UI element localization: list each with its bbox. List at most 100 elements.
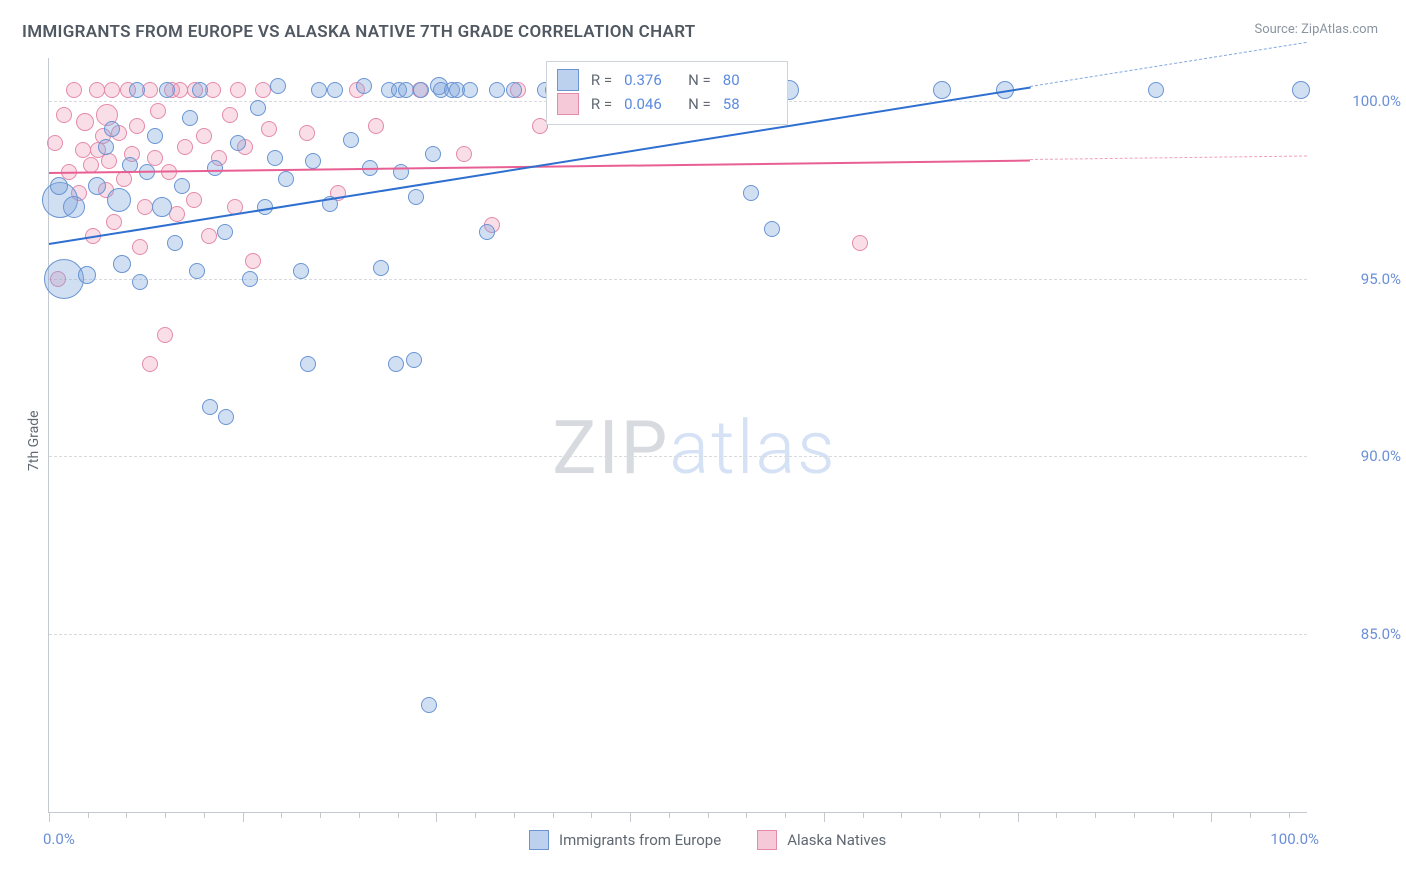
scatter-point-europe (479, 224, 495, 240)
scatter-point-alaska (106, 214, 122, 230)
scatter-point-alaska (116, 171, 132, 187)
scatter-point-europe (1292, 81, 1310, 99)
scatter-point-europe (293, 263, 309, 279)
legend-swatch-alaska (757, 830, 777, 850)
correlation-legend-row-alaska: R =0.046N =58 (557, 92, 775, 116)
r-label: R = (591, 95, 612, 113)
scatter-point-europe (393, 164, 409, 180)
series-legend-label-europe: Immigrants from Europe (559, 831, 721, 849)
scatter-point-europe (152, 197, 172, 217)
scatter-point-alaska (150, 103, 166, 119)
scatter-point-alaska (129, 118, 145, 134)
scatter-point-europe (388, 356, 404, 372)
scatter-point-europe (192, 82, 208, 98)
scatter-point-europe (230, 135, 246, 151)
x-tick-major (1211, 812, 1212, 822)
scatter-point-alaska (261, 121, 277, 137)
x-tick-minor (359, 812, 360, 818)
chart-title: IMMIGRANTS FROM EUROPE VS ALASKA NATIVE … (22, 22, 696, 42)
r-label: R = (591, 71, 612, 89)
regression-line-europe (49, 86, 1031, 244)
x-tick-major (1018, 812, 1019, 822)
watermark: ZIPatlas (552, 405, 836, 492)
scatter-point-europe (218, 409, 234, 425)
x-tick-minor (320, 812, 321, 818)
gridline (49, 279, 1307, 280)
scatter-point-europe (408, 189, 424, 205)
scatter-point-europe (398, 82, 414, 98)
y-tick-label: 95.0% (1321, 270, 1401, 288)
x-tick-minor (1289, 812, 1290, 818)
correlation-legend: R =0.376N =80R =0.046N =58 (546, 61, 788, 125)
x-tick-minor (708, 812, 709, 818)
x-tick-minor (901, 812, 902, 818)
scatter-point-europe (356, 78, 372, 94)
source-prefix: Source: (1254, 22, 1301, 37)
scatter-point-europe (107, 188, 131, 212)
watermark-zip: ZIP (552, 405, 669, 492)
scatter-point-europe (462, 82, 478, 98)
y-tick-label: 85.0% (1321, 625, 1401, 643)
gridline (49, 456, 1307, 457)
chart-source: Source: ZipAtlas.com (1254, 22, 1378, 37)
scatter-point-alaska (101, 153, 117, 169)
x-tick-minor (553, 812, 554, 818)
scatter-point-alaska (255, 82, 271, 98)
x-tick-major (630, 812, 631, 822)
y-axis-title: 7th Grade (26, 410, 42, 471)
series-legend-item-europe: Immigrants from Europe (529, 830, 721, 850)
x-tick-major (49, 812, 50, 822)
scatter-point-alaska (230, 82, 246, 98)
scatter-point-europe (343, 132, 359, 148)
n-value-europe: 80 (723, 71, 775, 89)
x-tick-minor (1056, 812, 1057, 818)
n-label: N = (688, 71, 711, 89)
scatter-point-europe (159, 82, 175, 98)
scatter-point-europe (406, 352, 422, 368)
series-legend: Immigrants from EuropeAlaska Natives (529, 830, 886, 850)
watermark-atlas: atlas (669, 405, 836, 492)
n-value-alaska: 58 (723, 95, 775, 113)
legend-swatch-alaska (557, 93, 579, 115)
scatter-point-europe (50, 177, 68, 195)
x-tick-minor (669, 812, 670, 818)
scatter-point-europe (132, 274, 148, 290)
scatter-point-alaska (222, 107, 238, 123)
scatter-point-europe (1148, 82, 1164, 98)
scatter-point-alaska (104, 82, 120, 98)
scatter-point-alaska (245, 253, 261, 269)
scatter-point-europe (506, 82, 522, 98)
scatter-point-alaska (196, 128, 212, 144)
x-tick-minor (204, 812, 205, 818)
scatter-point-alaska (76, 113, 94, 131)
scatter-point-europe (182, 110, 198, 126)
x-tick-major (243, 812, 244, 822)
scatter-point-europe (113, 255, 131, 273)
gridline (49, 634, 1307, 635)
scatter-point-europe (78, 266, 96, 284)
x-min-label: 0.0% (43, 830, 75, 848)
scatter-point-europe (373, 260, 389, 276)
scatter-point-europe (489, 82, 505, 98)
scatter-point-europe (147, 128, 163, 144)
x-tick-minor (1250, 812, 1251, 818)
source-name: ZipAtlas.com (1301, 22, 1378, 37)
scatter-point-alaska (47, 135, 63, 151)
x-tick-minor (591, 812, 592, 818)
scatter-point-alaska (56, 107, 72, 123)
scatter-point-alaska (177, 139, 193, 155)
y-tick-label: 100.0% (1321, 92, 1401, 110)
scatter-point-europe (413, 82, 429, 98)
scatter-point-alaska (456, 146, 472, 162)
x-tick-minor (514, 812, 515, 818)
x-tick-minor (475, 812, 476, 818)
scatter-point-europe (764, 221, 780, 237)
scatter-point-europe (63, 196, 85, 218)
legend-swatch-europe (557, 69, 579, 91)
scatter-point-alaska (89, 82, 105, 98)
scatter-point-alaska (137, 199, 153, 215)
scatter-point-alaska (852, 235, 868, 251)
x-tick-minor (746, 812, 747, 818)
scatter-point-europe (202, 399, 218, 415)
scatter-point-alaska (186, 192, 202, 208)
